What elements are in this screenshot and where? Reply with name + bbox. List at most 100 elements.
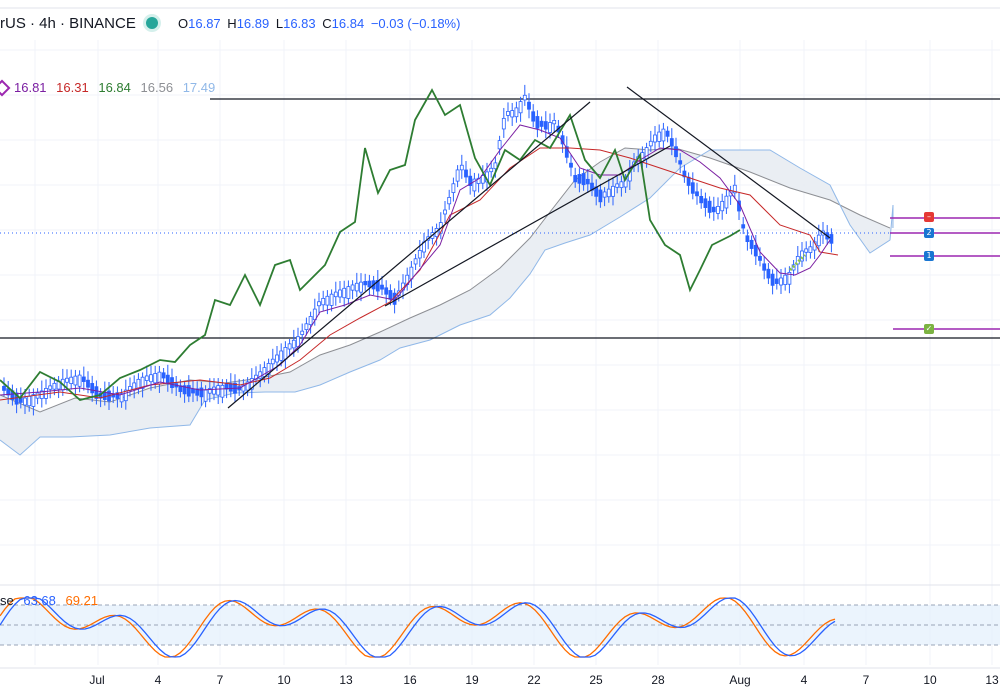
candle-body [195, 388, 200, 396]
candle-body [90, 383, 95, 394]
candle-body [459, 164, 464, 171]
senkou-span-b-line [0, 149, 894, 456]
candle-body [417, 249, 422, 259]
candle-body [65, 377, 69, 383]
base-value: 16.31 [56, 80, 89, 95]
ichimoku-legend: 16.81 16.31 16.84 16.56 17.49 [14, 80, 221, 95]
candle-body [716, 205, 720, 214]
candle-body [518, 101, 523, 114]
x-tick-label: 25 [589, 673, 603, 687]
candle-body [375, 280, 380, 292]
candle-body [749, 239, 754, 249]
stop-badge-icon[interactable]: – [924, 212, 934, 222]
trendline-2 [384, 145, 671, 307]
candle-body [300, 330, 305, 335]
candle-body [678, 160, 683, 165]
chikou-span-line [0, 88, 741, 401]
candle-body [338, 289, 342, 298]
candle-body [648, 140, 653, 147]
candle-body [23, 397, 27, 406]
candle-body [501, 117, 506, 130]
candle-body [161, 372, 166, 379]
candle-body [359, 281, 363, 293]
candle-body [741, 224, 746, 229]
candle-body [489, 167, 494, 173]
candle-body [720, 200, 725, 212]
candle-body [800, 250, 804, 262]
x-tick-label: 16 [403, 673, 417, 687]
candle-body [291, 339, 296, 349]
candle-body [321, 297, 326, 306]
candle-body [384, 287, 389, 295]
order-badge-1-icon[interactable]: 1 [924, 251, 934, 261]
candle-body [73, 375, 78, 386]
tenkan-sen-line [0, 124, 831, 396]
candle-body [539, 120, 544, 127]
candle-body [804, 248, 809, 253]
candle-body [283, 347, 288, 360]
span-b-value: 17.49 [182, 80, 216, 95]
x-tick-label: 10 [923, 673, 937, 687]
candle-body [241, 384, 246, 392]
candle-body [665, 130, 670, 137]
candle-body [102, 391, 107, 400]
candle-body [220, 384, 225, 398]
x-tick-label: 4 [155, 673, 162, 687]
candle-body [779, 277, 783, 286]
candle-body [350, 284, 355, 291]
candle-body [94, 386, 99, 399]
conversion-value: 16.81 [14, 80, 47, 95]
candle-body [245, 381, 250, 391]
candle-body [212, 386, 216, 395]
low-label: L [275, 16, 284, 31]
candle-body [564, 146, 569, 158]
candle-body [745, 235, 750, 243]
x-tick-label: 4 [801, 673, 808, 687]
candle-body [165, 374, 170, 384]
candle-body [506, 111, 510, 116]
candle-body [527, 101, 531, 110]
candle-body [447, 196, 452, 205]
candle-body [573, 175, 578, 183]
x-tick-label: 7 [863, 673, 870, 687]
candle-body [48, 385, 53, 390]
candle-body [308, 316, 313, 326]
trendline-3 [626, 86, 831, 239]
kijun-sen-line [0, 147, 839, 401]
candle-body [304, 323, 309, 330]
open-label: O [178, 16, 189, 31]
target-check-icon[interactable]: ✓ [924, 324, 934, 334]
candle-body [611, 185, 615, 197]
candle-body [674, 146, 678, 158]
candle-body [115, 392, 120, 399]
stoch-label: se [0, 593, 14, 608]
candle-body [354, 282, 359, 292]
low-value: 16.83 [283, 16, 316, 31]
candle-body [346, 286, 351, 299]
candle-body [153, 373, 158, 384]
ichimoku-cloud [0, 148, 893, 455]
candle-body [552, 120, 557, 125]
candle-body [203, 389, 208, 402]
symbol-title[interactable]: rUS · 4h · BINANCE [0, 15, 136, 32]
candle-body [464, 169, 468, 178]
x-tick-label: 13 [985, 673, 999, 687]
projection-arrow [788, 253, 807, 272]
close-value: 16.84 [331, 16, 365, 31]
stoch-k-line [0, 597, 836, 658]
candle-body [619, 181, 624, 189]
candle-body [695, 191, 699, 197]
x-tick-label: Aug [729, 673, 750, 687]
candle-body [770, 273, 775, 286]
candle-body [388, 290, 393, 300]
candle-body [186, 385, 191, 397]
candle-body [514, 107, 519, 118]
order-badge-2-icon[interactable]: 2 [924, 228, 934, 238]
candle-body [669, 138, 674, 147]
candle-body [317, 301, 321, 307]
candle-body [413, 258, 418, 265]
candle-body [443, 209, 447, 215]
candle-body [262, 367, 267, 377]
